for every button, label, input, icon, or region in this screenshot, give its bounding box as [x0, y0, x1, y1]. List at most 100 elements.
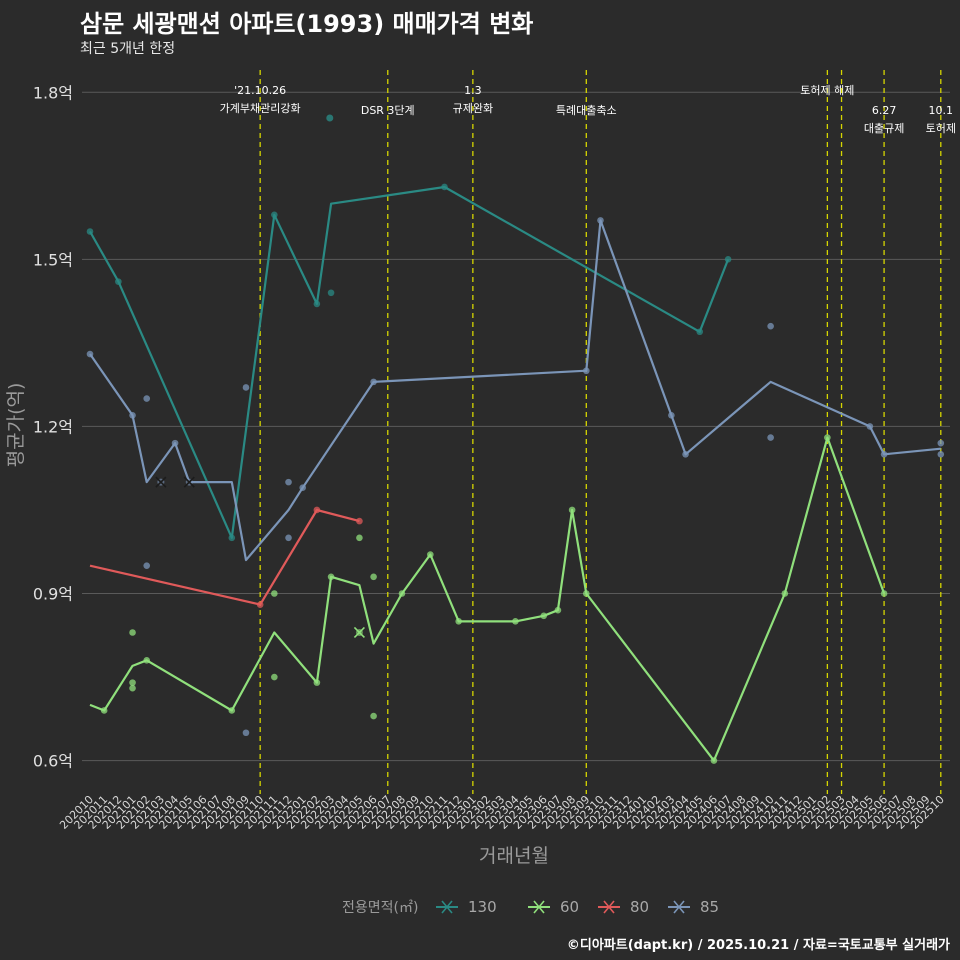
- data-point: [256, 601, 264, 608]
- series-130: [86, 183, 732, 542]
- data-point: [937, 439, 945, 447]
- data-point: [512, 618, 519, 625]
- data-point: [271, 590, 278, 597]
- event-label: 토허제 해제: [800, 83, 854, 97]
- data-point: [86, 350, 94, 358]
- series-line-80: [89, 508, 360, 606]
- y-tick-label: 0.6억: [33, 752, 73, 771]
- data-point: [824, 434, 831, 441]
- data-point: [441, 183, 448, 191]
- data-point: [228, 534, 236, 542]
- data-point: [242, 729, 250, 737]
- data-point: [129, 679, 136, 686]
- x-marker: [353, 626, 365, 639]
- event-label: 토허제: [926, 122, 956, 135]
- event-label: 특례대출축소: [556, 104, 617, 117]
- data-point: [583, 367, 590, 375]
- x-marker: [183, 476, 195, 488]
- data-point: [937, 450, 945, 458]
- data-point: [398, 590, 406, 597]
- y-tick-label: 1.2억: [33, 417, 73, 436]
- series-line-85: [89, 219, 941, 562]
- legend-swatch-x: [603, 900, 615, 914]
- legend: 전용면적(㎡) 130 60 80 85: [342, 898, 719, 916]
- data-point: [271, 673, 278, 681]
- series-85: [86, 217, 945, 737]
- data-point: [880, 590, 888, 597]
- data-point: [129, 629, 136, 636]
- data-point: [171, 439, 179, 447]
- y-tick-label: 1.5억: [33, 250, 73, 269]
- data-point: [143, 395, 151, 402]
- data-point: [696, 328, 704, 336]
- event-label: 6.27: [872, 104, 897, 117]
- data-point: [554, 606, 562, 614]
- data-point: [327, 289, 335, 297]
- series-line-60: [89, 436, 886, 762]
- legend-item-130: 130: [436, 898, 497, 916]
- series-layer: [86, 183, 945, 764]
- legend-title: 전용면적(㎡): [342, 900, 418, 916]
- data-point: [668, 411, 675, 419]
- data-point: [370, 712, 377, 720]
- legend-label: 85: [700, 898, 719, 916]
- tick-layer: 0.6억0.9억1.2억1.5억1.8억20201020201120201220…: [33, 83, 947, 832]
- data-point: [370, 573, 377, 581]
- series-80: [89, 506, 363, 608]
- data-point: [86, 228, 94, 235]
- data-point: [781, 590, 789, 597]
- series-60: [89, 434, 888, 764]
- data-point: [143, 562, 151, 569]
- data-point: [880, 450, 888, 458]
- data-point: [228, 707, 236, 714]
- event-marker-dot: [326, 114, 334, 122]
- legend-item-80: 80: [598, 898, 649, 916]
- legend-item-60: 60: [528, 898, 579, 916]
- event-label: DSR 3단계: [361, 104, 415, 117]
- data-point: [682, 450, 689, 458]
- data-point: [370, 378, 377, 386]
- data-point: [100, 707, 108, 714]
- data-point: [143, 657, 151, 664]
- data-point: [313, 300, 321, 308]
- data-point: [313, 506, 321, 514]
- event-label: 대출규제: [864, 122, 904, 135]
- grid-layer: [82, 91, 950, 762]
- data-point: [327, 573, 335, 581]
- data-point: [568, 506, 576, 514]
- data-point: [710, 757, 718, 764]
- data-point: [540, 612, 548, 620]
- y-axis-label: 평균가(억): [5, 383, 27, 468]
- data-point: [767, 322, 774, 330]
- legend-swatch-x: [533, 900, 545, 914]
- x-marker: [155, 476, 167, 488]
- legend-item-85: 85: [668, 898, 719, 916]
- x-axis-label: 거래년월: [479, 845, 549, 867]
- data-point: [767, 434, 774, 441]
- legend-label: 60: [560, 898, 579, 916]
- data-point: [356, 534, 363, 542]
- source-caption: ©디아파트(dapt.kr) / 2025.10.21 / 자료=국토교통부 실…: [566, 938, 950, 953]
- legend-swatch-x: [441, 900, 453, 914]
- event-label: '21.10.26: [234, 84, 286, 97]
- data-point: [299, 484, 307, 491]
- legend-label: 80: [630, 898, 649, 916]
- event-label: 가계부채관리강화: [220, 102, 301, 115]
- chart-subtitle: 최근 5개년 한정: [80, 41, 176, 57]
- data-point: [597, 217, 604, 224]
- data-point: [583, 590, 590, 597]
- data-point: [129, 411, 136, 419]
- chart-title: 삼문 세광맨션 아파트(1993) 매매가격 변화: [80, 10, 534, 38]
- data-point: [285, 534, 292, 542]
- y-tick-label: 0.9억: [33, 585, 73, 604]
- data-point: [313, 679, 321, 686]
- event-label: 1.3: [464, 84, 482, 97]
- event-label: 10.1: [929, 104, 954, 117]
- data-point: [356, 517, 363, 525]
- data-point: [724, 256, 732, 263]
- event-label: 규제완화: [453, 102, 493, 115]
- data-point: [285, 478, 292, 486]
- y-tick-label: 1.8억: [33, 83, 73, 102]
